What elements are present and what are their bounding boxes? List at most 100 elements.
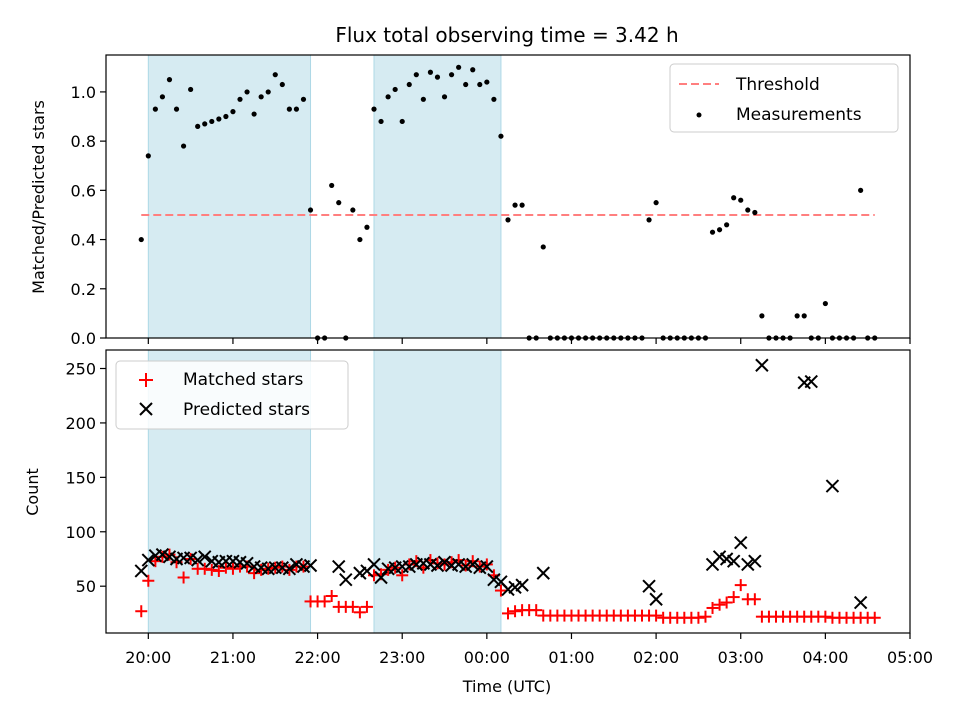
matched-point	[720, 596, 733, 609]
shaded-interval	[147, 55, 312, 338]
predicted-point	[515, 578, 529, 592]
matched-point	[692, 611, 705, 624]
measurement-point	[463, 81, 469, 88]
matched-point	[360, 600, 373, 613]
threshold-legend-label: Threshold	[735, 75, 820, 95]
measurement-point	[759, 313, 765, 319]
measurement-point	[731, 195, 737, 201]
measurement-point	[364, 224, 370, 230]
measurement-point	[456, 64, 462, 70]
measurement-point	[477, 81, 483, 88]
predicted-point	[466, 557, 480, 572]
matched-point	[212, 564, 225, 577]
bottom-y-tick-label: 50	[76, 577, 96, 596]
bottom-y-tick-label: 150	[65, 468, 96, 487]
measurement-point	[709, 229, 716, 235]
matched-point	[734, 579, 747, 592]
matched-legend-label: Matched stars	[183, 370, 303, 390]
measurement-point	[195, 123, 201, 129]
bottom-panel: 50 100 150 200 250 20:00 21:00 22:00 23:00 00:00…	[23, 349, 933, 696]
top-y-tick-label: 0.4	[71, 231, 96, 250]
measurement-point	[251, 111, 257, 117]
measurement-point	[209, 118, 215, 125]
measurement-point	[237, 96, 243, 102]
predicted-point	[240, 556, 254, 571]
bottom-legend: Matched stars Predicted stars	[115, 360, 349, 430]
measurement-point	[470, 67, 476, 73]
predicted-point	[282, 562, 297, 576]
top-panel: 0.0 0.2 0.4 0.6 0.8 1.0 Matched/Predicted sta…	[29, 54, 911, 348]
measurement-point	[188, 86, 194, 93]
matched-point	[156, 550, 169, 563]
measurement-point	[448, 72, 455, 78]
measurement-point	[265, 89, 271, 95]
bottom-y-tick-label: 250	[65, 360, 96, 379]
measurement-point	[745, 207, 751, 213]
top-y-axis-label: Matched/Predicted stars	[29, 100, 48, 294]
matched-point	[353, 606, 366, 619]
measurement-point	[272, 72, 278, 78]
measurement-point	[152, 106, 158, 112]
measurements-legend-label: Measurements	[736, 105, 862, 125]
measurement-point	[336, 200, 342, 206]
predicted-point	[303, 558, 318, 573]
measurement-point	[230, 109, 236, 115]
x-axis-label: Time (UTC)	[462, 677, 551, 696]
measurement-point	[646, 217, 652, 223]
measurement-point	[420, 96, 426, 102]
predicted-point	[748, 554, 762, 568]
x-tick-label: 21:00	[210, 648, 256, 667]
measurement-point	[491, 96, 497, 102]
top-y-tick-label: 0.0	[71, 329, 96, 348]
matched-point	[713, 598, 726, 611]
x-tick-label: 23:00	[379, 648, 425, 667]
matched-legend-handle	[139, 373, 153, 387]
predicted-legend-label: Predicted stars	[183, 400, 310, 420]
top-y-tick-label: 0.2	[71, 280, 96, 299]
matched-point	[431, 557, 444, 570]
measurement-point	[216, 116, 222, 122]
matched-point	[346, 600, 359, 613]
measurement-point	[653, 200, 659, 206]
x-tick-label: 22:00	[295, 648, 341, 667]
matched-point	[530, 604, 543, 617]
matched-point	[149, 555, 162, 568]
measurement-point	[738, 197, 744, 203]
measurement-point	[512, 202, 518, 208]
matched-point	[502, 607, 514, 620]
measurement-point	[441, 94, 448, 100]
shaded-interval	[373, 350, 502, 633]
x-tick-label: 00:00	[464, 648, 510, 667]
measurement-point	[822, 300, 828, 307]
top-chart-title: Flux total observing time = 3.42 h	[335, 23, 678, 47]
measurement-point	[371, 106, 377, 112]
x-tick-label: 03:00	[718, 648, 764, 667]
measurement-point	[223, 113, 229, 120]
matched-point	[177, 571, 190, 584]
predicted-point	[853, 595, 868, 610]
measurement-point	[434, 74, 441, 80]
shaded-interval	[373, 55, 502, 338]
matched-point	[219, 561, 232, 574]
predicted-point	[755, 358, 769, 372]
matched-point	[142, 574, 155, 587]
x-tick-label: 01:00	[548, 648, 594, 667]
measurement-point	[180, 143, 187, 149]
matched-point	[699, 610, 712, 623]
predicted-point	[437, 555, 452, 569]
measurement-point	[392, 86, 398, 93]
measurement-point	[505, 217, 511, 223]
measurement-point	[406, 81, 412, 88]
measurement-point	[378, 118, 384, 125]
measurement-point	[498, 133, 504, 139]
measurement-point	[258, 94, 264, 100]
measurement-point	[413, 72, 419, 78]
measurement-point	[138, 236, 144, 243]
matched-point	[205, 563, 218, 576]
predicted-point	[190, 553, 205, 567]
top-y-tick-label: 0.8	[71, 132, 96, 151]
matched-point	[727, 591, 740, 604]
predicted-point	[374, 570, 388, 585]
top-legend: Threshold Measurements	[669, 63, 899, 133]
